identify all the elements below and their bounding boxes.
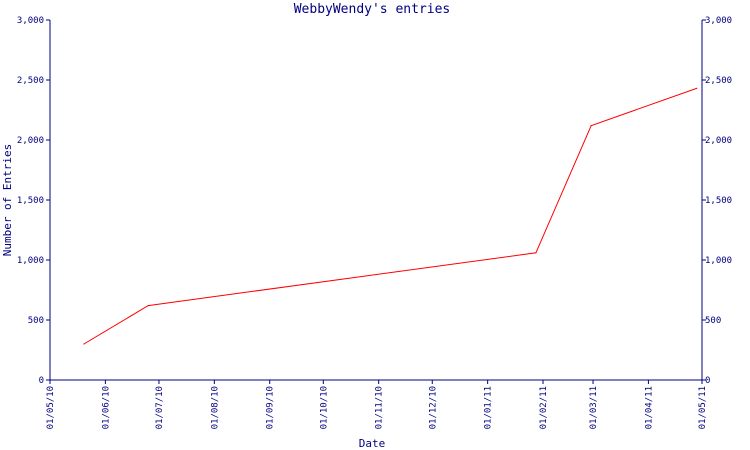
chart-title: WebbyWendy's entries	[294, 2, 451, 17]
x-tick-label: 01/05/10	[46, 386, 56, 429]
y-tick-label-right: 1,000	[705, 256, 732, 266]
y-tick-label-left: 0	[39, 376, 44, 386]
y-tick-label-right: 0	[705, 376, 710, 386]
x-tick-label: 01/12/10	[428, 386, 438, 429]
x-tick-label: 01/01/11	[484, 386, 494, 429]
series-line	[83, 87, 697, 345]
y-axis-left: 0 500 1,000 1,500 2,000 2,500 3,000	[17, 16, 50, 386]
y-tick-label-left: 1,000	[17, 256, 44, 266]
data-point	[83, 343, 85, 345]
data-point	[535, 252, 537, 254]
data-point	[696, 87, 698, 89]
y-axis-label: Number of Entries	[1, 144, 14, 257]
x-tick-label: 01/09/10	[266, 386, 276, 429]
x-tick-label: 01/05/11	[698, 386, 708, 429]
x-axis: 01/05/10 01/06/10 01/07/10 01/08/10 01/09/10…	[46, 380, 708, 429]
x-tick-label: 01/04/11	[644, 386, 654, 429]
x-tick-label: 01/03/11	[589, 386, 599, 429]
y-tick-label-right: 2,500	[705, 76, 732, 86]
plot-frame	[49, 20, 703, 381]
data-point	[147, 305, 149, 307]
x-tick-label: 01/02/11	[539, 386, 549, 429]
x-tick-label: 01/08/10	[210, 386, 220, 429]
data-point	[590, 125, 592, 127]
y-tick-label-right: 1,500	[705, 196, 732, 206]
series-group	[83, 87, 698, 345]
y-tick-label-right: 3,000	[705, 16, 732, 26]
y-tick-label-left: 500	[28, 316, 44, 326]
x-tick-label: 01/06/10	[101, 386, 111, 429]
y-tick-label-left: 3,000	[17, 16, 44, 26]
y-tick-label-right: 500	[705, 316, 721, 326]
x-tick-label: 01/07/10	[155, 386, 165, 429]
y-axis-right: 0 500 1,000 1,500 2,000 2,500 3,000	[702, 16, 732, 386]
y-tick-label-right: 2,000	[705, 136, 732, 146]
x-axis-label: Date	[359, 437, 386, 450]
y-tick-label-left: 2,000	[17, 136, 44, 146]
y-tick-label-left: 2,500	[17, 76, 44, 86]
y-tick-label-left: 1,500	[17, 196, 44, 206]
x-tick-label: 01/11/10	[375, 386, 385, 429]
x-tick-label: 01/10/10	[319, 386, 329, 429]
